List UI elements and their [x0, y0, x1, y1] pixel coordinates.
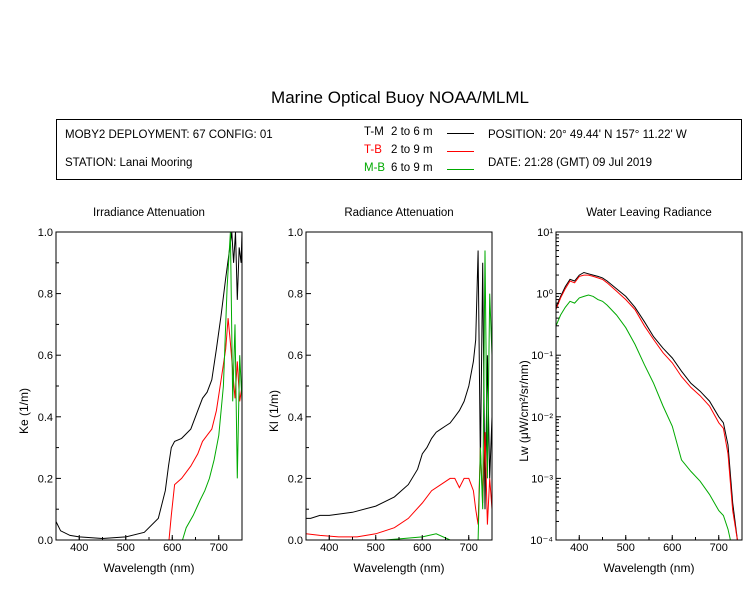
- y-tick-label: 0.8: [288, 289, 303, 301]
- station-text: STATION: Lanai Mooring: [65, 157, 193, 169]
- y-axis-label: Ke (1/m): [17, 388, 31, 434]
- plot-frame: [55, 231, 243, 541]
- y-tick-label: 0.4: [38, 412, 53, 424]
- y-tick-label: 0.2: [288, 473, 303, 485]
- series-line-m-b: [385, 250, 493, 541]
- x-tick-label: 500: [117, 542, 135, 554]
- x-axis-label: Wavelength (nm): [104, 561, 195, 575]
- series-line-m-b: [182, 231, 243, 541]
- legend-range-mb: 6 to 9 m: [391, 162, 433, 174]
- y-tick-label: 1.0: [38, 227, 53, 239]
- y-tick-label: 10⁻³: [531, 473, 553, 485]
- deployment-text: MOBY2 DEPLOYMENT: 67 CONFIG: 01: [65, 129, 273, 141]
- x-tick-label: 600: [413, 542, 431, 554]
- series-line-t-m: [306, 250, 493, 519]
- date-text: DATE: 21:28 (GMT) 09 Jul 2019: [488, 157, 653, 169]
- y-tick-label: 0.2: [38, 473, 53, 485]
- y-tick-label: 10⁻⁴: [530, 535, 553, 547]
- chart-title: Water Leaving Radiance: [586, 207, 712, 219]
- y-tick-label: 1.0: [288, 227, 303, 239]
- legend-range-tm: 2 to 6 m: [391, 126, 433, 138]
- page-title: Marine Optical Buoy NOAA/MLML: [271, 88, 529, 107]
- legend-range-tb: 2 to 9 m: [391, 144, 433, 156]
- x-tick-label: 500: [367, 542, 385, 554]
- x-tick-label: 600: [163, 542, 181, 554]
- x-tick-label: 400: [570, 542, 588, 554]
- x-tick-label: 700: [710, 542, 728, 554]
- x-axis-label: Wavelength (nm): [604, 561, 695, 575]
- legend-code-mb: M-B: [364, 162, 386, 174]
- y-tick-label: 0.6: [288, 350, 303, 362]
- x-tick-label: 700: [460, 542, 478, 554]
- x-tick-label: 400: [70, 542, 88, 554]
- y-tick-label: 10¹: [537, 227, 553, 239]
- y-tick-label: 0.8: [38, 289, 53, 301]
- x-tick-label: 700: [210, 542, 228, 554]
- legend-line-tm: [447, 133, 474, 134]
- series-line-t-b: [555, 274, 740, 541]
- position-text: POSITION: 20° 49.44' N 157° 11.22' W: [488, 129, 687, 141]
- y-axis-label: Lw (μW/cm²/sr/nm): [517, 360, 531, 462]
- x-axis-label: Wavelength (nm): [354, 561, 445, 575]
- chart-title: Irradiance Attenuation: [93, 207, 205, 219]
- legend-code-tb: T-B: [364, 144, 382, 156]
- y-tick-label: 0.0: [38, 535, 53, 547]
- x-tick-label: 500: [617, 542, 635, 554]
- y-tick-label: 10⁻¹: [531, 350, 553, 362]
- plot-frame: [305, 231, 493, 541]
- y-tick-label: 0.4: [288, 412, 303, 424]
- y-tick-label: 0.6: [38, 350, 53, 362]
- series-line-t-m: [555, 271, 740, 541]
- x-tick-label: 400: [320, 542, 338, 554]
- legend-code-tm: T-M: [364, 126, 384, 138]
- legend-line-mb: [447, 169, 474, 170]
- series-line-t-b: [305, 432, 493, 538]
- x-tick-label: 600: [663, 542, 681, 554]
- plot-frame: [555, 231, 743, 541]
- series-line-t-m: [55, 231, 243, 540]
- chart-title: Radiance Attenuation: [344, 207, 453, 219]
- legend-line-tb: [447, 151, 474, 152]
- info-box: MOBY2 DEPLOYMENT: 67 CONFIG: 01 STATION:…: [56, 119, 742, 180]
- series-line-t-b: [168, 318, 243, 541]
- series-line-m-b: [555, 294, 735, 541]
- y-axis-label: Kl (1/m): [267, 390, 281, 432]
- y-tick-label: 10⁰: [536, 289, 553, 301]
- y-tick-label: 0.0: [288, 535, 303, 547]
- y-tick-label: 10⁻²: [531, 412, 553, 424]
